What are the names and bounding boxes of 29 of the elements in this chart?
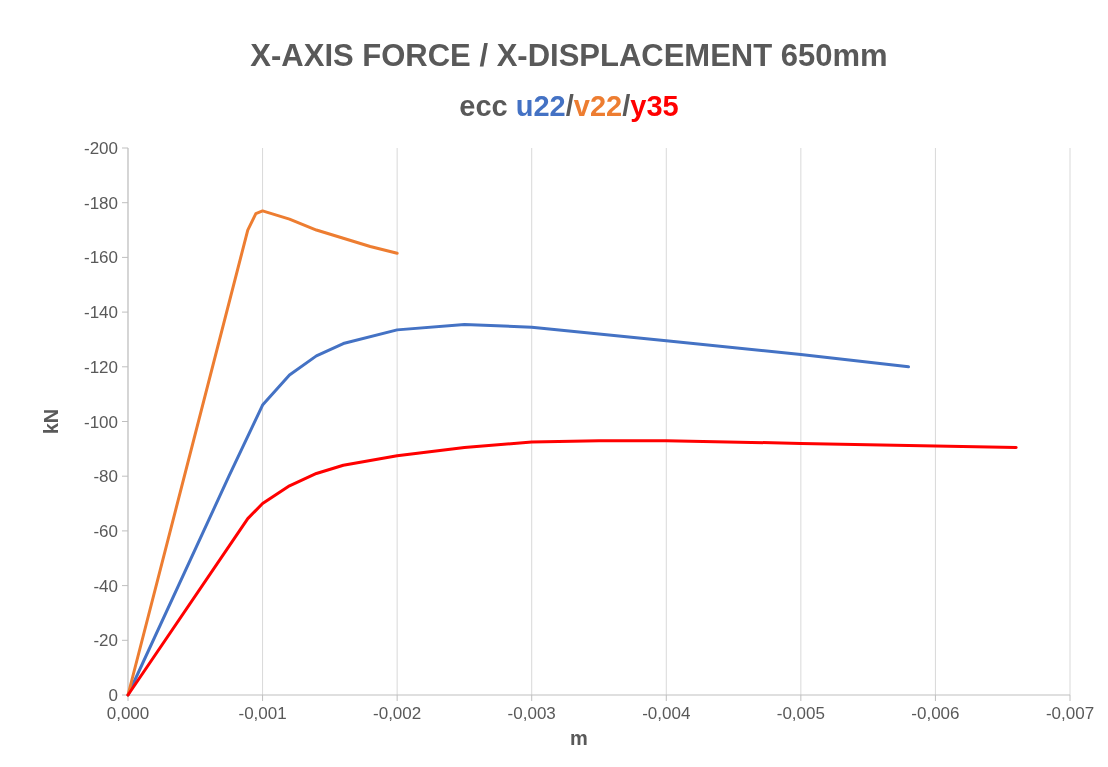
y-tick-label: -120 bbox=[83, 357, 118, 377]
y-tick-label: -20 bbox=[93, 631, 118, 651]
y-tick-label: -80 bbox=[93, 467, 118, 487]
x-tick-label: -0,006 bbox=[911, 704, 960, 723]
x-axis-title: m bbox=[570, 727, 588, 749]
text: y35 bbox=[630, 90, 679, 122]
x-tick-label: -0,002 bbox=[373, 704, 422, 723]
y-axis-title: kN bbox=[40, 408, 62, 435]
x-tick-label: -0,003 bbox=[507, 704, 556, 723]
y-tick-label: 0 bbox=[108, 686, 118, 705]
y-tick-label: -160 bbox=[83, 248, 118, 268]
text: v22 bbox=[573, 90, 623, 122]
chart-subtitle: ecc bbox=[459, 90, 508, 122]
x-tick-label: 0,000 bbox=[106, 704, 150, 723]
y-tick-label: -200 bbox=[83, 139, 118, 158]
y-tick-label: -100 bbox=[83, 412, 118, 432]
text: u22 bbox=[515, 90, 566, 122]
x-tick-label: -0,005 bbox=[776, 704, 825, 723]
y-tick-label: -60 bbox=[93, 521, 118, 541]
x-tick-label: -0,001 bbox=[238, 704, 287, 723]
y-tick-label: -40 bbox=[93, 576, 118, 596]
y-tick-label: -180 bbox=[83, 193, 118, 213]
x-tick-label: -0,007 bbox=[1045, 704, 1095, 723]
x-tick-label: -0,004 bbox=[642, 704, 691, 723]
line-series bbox=[126, 439, 1018, 697]
text: / bbox=[565, 90, 574, 122]
text: / bbox=[622, 90, 631, 122]
chart-title: X-AXIS FORCE / X-DISPLACEMENT 650mm bbox=[250, 38, 888, 73]
y-tick-label: -140 bbox=[83, 303, 118, 323]
